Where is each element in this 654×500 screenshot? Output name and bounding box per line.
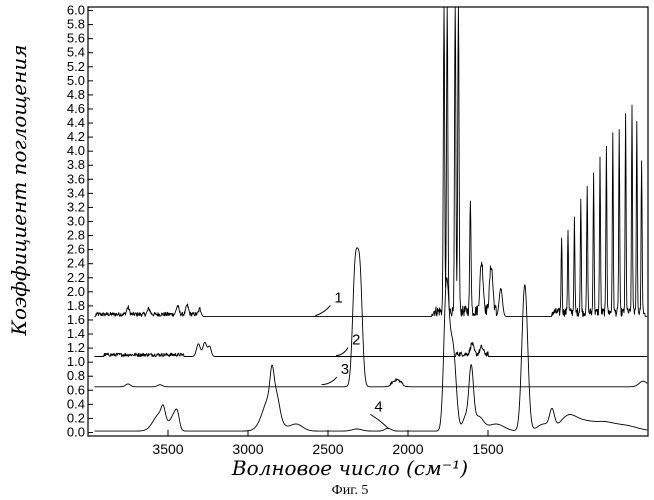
x-tick-label: 2000: [392, 441, 423, 457]
y-axis-title: Коэффициент поглощения: [7, 44, 31, 336]
curve-4-leader: [370, 414, 388, 429]
spectrum-3: [94, 248, 647, 387]
y-tick-label: 5.2: [67, 59, 85, 74]
curve-3-leader: [322, 377, 337, 385]
y-tick-label: 2.4: [67, 256, 85, 271]
spectra-layer: [94, 7, 647, 431]
y-tick-label: 2.8: [67, 228, 85, 243]
y-tick-label: 1.2: [67, 340, 85, 355]
y-tick-label: 5.6: [67, 31, 85, 46]
x-tick-label: 1500: [472, 441, 503, 457]
x-tick-labels: 3500 3000 2500 2000 1500: [152, 441, 503, 457]
y-tick-label: 3.6: [67, 171, 85, 186]
curve-number-labels: 1 23 4: [315, 289, 389, 429]
y-tick-label: 0.8: [67, 368, 85, 383]
x-tick-label: 3000: [232, 441, 263, 457]
y-tick-label: 2.6: [67, 242, 85, 257]
y-tick-label: 0.2: [67, 410, 85, 425]
y-tick-label: 1.0: [67, 354, 85, 369]
y-tick-label: 5.4: [67, 45, 85, 60]
x-tick-label: 2500: [312, 441, 343, 457]
y-tick-label: 1.8: [67, 298, 85, 313]
y-tick-label: 6.0: [67, 3, 85, 18]
tick-marks: [88, 11, 488, 436]
curve-1-label: 1: [334, 289, 342, 306]
y-tick-label: 4.2: [67, 129, 85, 144]
y-tick-label: 1.4: [67, 326, 85, 341]
y-tick-label: 2.2: [67, 270, 85, 285]
spectrum-2: [94, 342, 647, 356]
y-tick-label: 3.0: [67, 214, 85, 229]
plot-frame: [88, 7, 648, 436]
y-tick-label: 3.4: [67, 185, 85, 200]
y-tick-labels: 0.00.20.40.60.81.01.21.41.61.82.02.22.42…: [67, 3, 85, 440]
y-tick-label: 0.4: [67, 396, 85, 411]
y-tick-label: 4.0: [67, 143, 85, 158]
curve-2-leader: [336, 348, 348, 356]
y-tick-label: 5.8: [67, 17, 85, 32]
y-tick-label: 0.6: [67, 382, 85, 397]
y-tick-label: 5.0: [67, 73, 85, 88]
curve-3-label: 3: [341, 361, 349, 378]
x-axis-title: Волновое число (см⁻¹): [231, 456, 468, 480]
curve-4-label: 4: [374, 398, 382, 415]
curve-1-leader: [315, 305, 330, 315]
curve-2-label: 2: [352, 332, 360, 349]
figure-caption: Фиг. 5: [332, 483, 369, 498]
y-tick-label: 3.2: [67, 199, 85, 214]
y-tick-label: 2.0: [67, 284, 85, 299]
y-tick-label: 1.6: [67, 312, 85, 327]
y-tick-label: 0.0: [67, 424, 85, 439]
y-tick-label: 4.4: [67, 115, 85, 130]
y-tick-label: 4.8: [67, 87, 85, 102]
x-tick-label: 3500: [152, 441, 183, 457]
spectrum-1: [94, 7, 647, 316]
spectrum-4: [94, 278, 647, 432]
y-tick-label: 4.6: [67, 101, 85, 116]
y-tick-label: 3.8: [67, 157, 85, 172]
